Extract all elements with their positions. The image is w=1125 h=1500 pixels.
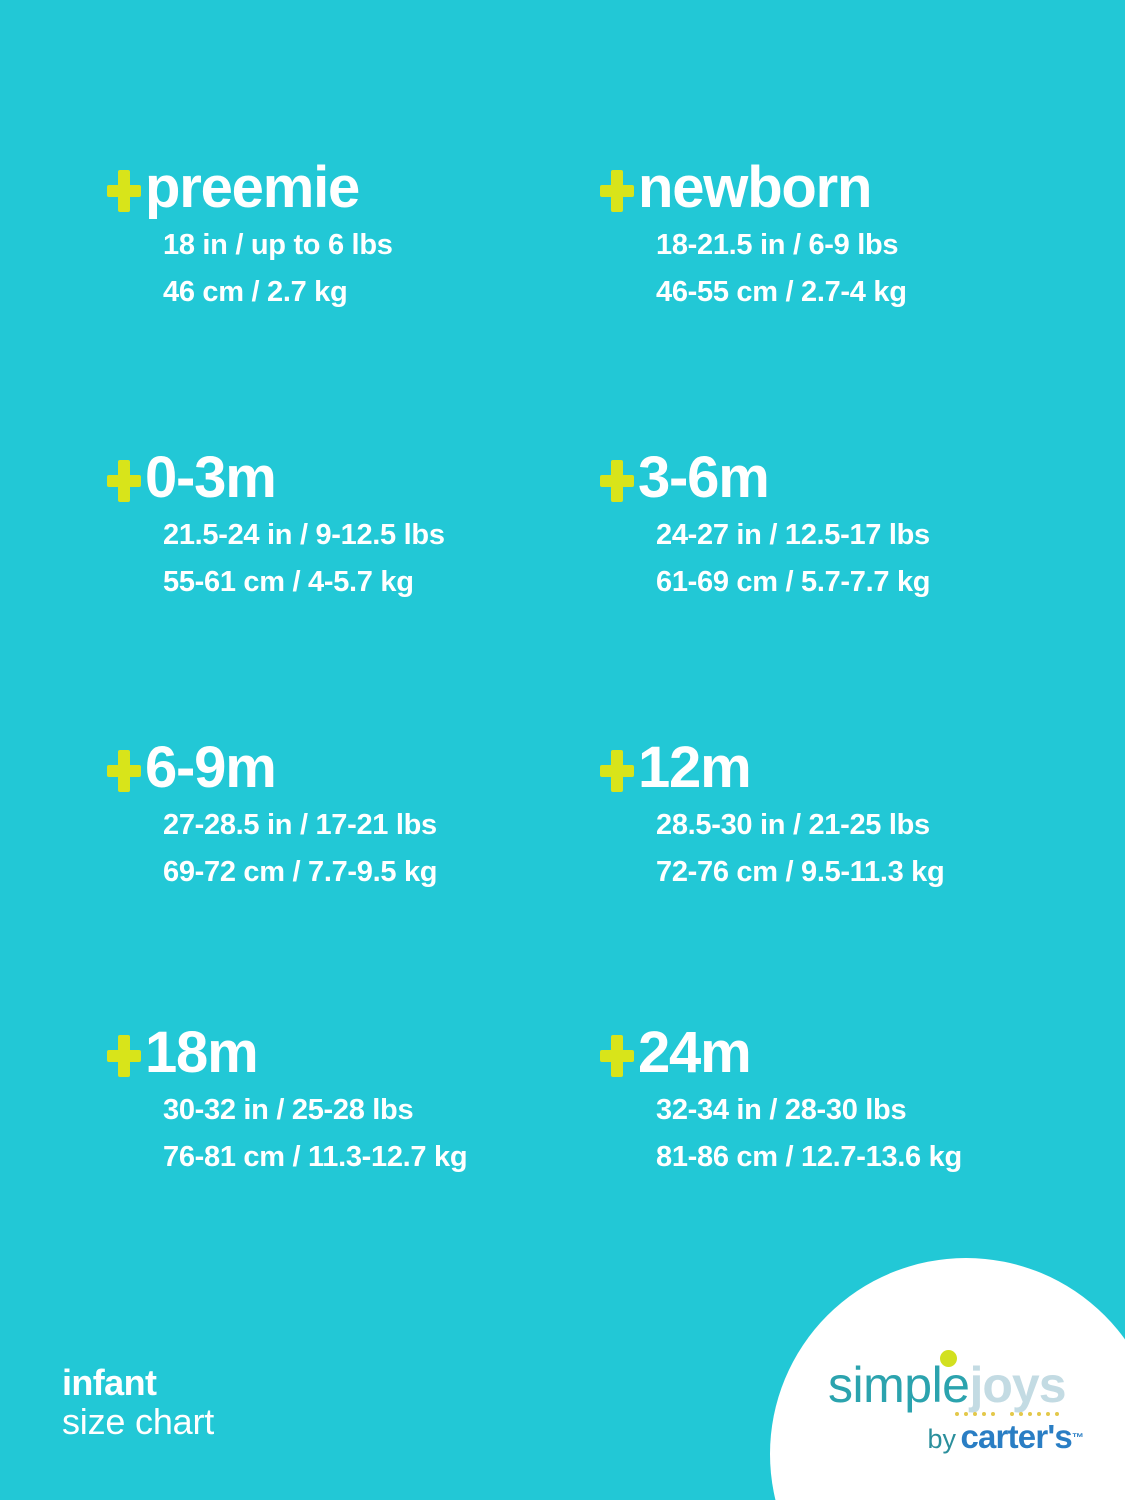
size-measurements: 21.5-24 in / 9-12.5 lbs 55-61 cm / 4-5.7… (105, 512, 598, 606)
size-name: preemie (145, 155, 360, 220)
size-measurements: 30-32 in / 25-28 lbs 76-81 cm / 11.3-12.… (105, 1087, 598, 1181)
size-name: 0-3m (145, 445, 277, 510)
size-heading: 18m (105, 1020, 598, 1085)
plus-icon (105, 748, 145, 792)
size-measurements: 32-34 in / 28-30 lbs 81-86 cm / 12.7-13.… (598, 1087, 1125, 1181)
size-heading: newborn (598, 155, 1125, 220)
size-name: 3-6m (638, 445, 770, 510)
size-heading: 3-6m (598, 445, 1125, 510)
chart-label: infant size chart (62, 1362, 215, 1443)
size-cell-preemie: preemie 18 in / up to 6 lbs 46 cm / 2.7 … (105, 155, 598, 450)
size-cell-12m: 12m 28.5-30 in / 21-25 lbs 72-76 cm / 9.… (598, 735, 1125, 1025)
size-imperial: 27-28.5 in / 17-21 lbs (163, 808, 437, 841)
size-measurements: 24-27 in / 12.5-17 lbs 61-69 cm / 5.7-7.… (598, 512, 1125, 606)
size-metric: 46 cm / 2.7 kg (163, 275, 348, 308)
size-heading: 0-3m (105, 445, 598, 510)
size-grid: preemie 18 in / up to 6 lbs 46 cm / 2.7 … (105, 155, 1125, 1173)
size-metric: 46-55 cm / 2.7-4 kg (656, 275, 907, 308)
logo-dotted-underline-right (1010, 1412, 1059, 1416)
plus-icon (105, 458, 145, 502)
logo-brand-text: carter's (960, 1418, 1072, 1455)
logo-by-text: by (927, 1424, 956, 1454)
size-imperial: 18-21.5 in / 6-9 lbs (656, 228, 899, 261)
size-measurements: 18 in / up to 6 lbs 46 cm / 2.7 kg (105, 222, 598, 316)
size-imperial: 30-32 in / 25-28 lbs (163, 1093, 414, 1126)
size-name: 24m (638, 1020, 752, 1085)
size-measurements: 27-28.5 in / 17-21 lbs 69-72 cm / 7.7-9.… (105, 802, 598, 896)
size-cell-18m: 18m 30-32 in / 25-28 lbs 76-81 cm / 11.3… (105, 1020, 598, 1310)
size-imperial: 24-27 in / 12.5-17 lbs (656, 518, 930, 551)
trademark-icon: ™ (1072, 1430, 1084, 1445)
chart-label-title: infant (62, 1362, 157, 1404)
size-metric: 81-86 cm / 12.7-13.6 kg (656, 1140, 962, 1173)
size-heading: 24m (598, 1020, 1125, 1085)
size-measurements: 18-21.5 in / 6-9 lbs 46-55 cm / 2.7-4 kg (598, 222, 1125, 316)
logo-dot-icon (940, 1350, 957, 1367)
size-measurements: 28.5-30 in / 21-25 lbs 72-76 cm / 9.5-11… (598, 802, 1125, 896)
plus-icon (105, 168, 145, 212)
logo-dotted-underline-left (955, 1412, 995, 1416)
size-cell-24m: 24m 32-34 in / 28-30 lbs 81-86 cm / 12.7… (598, 1020, 1125, 1310)
size-metric: 76-81 cm / 11.3-12.7 kg (163, 1140, 468, 1173)
size-cell-6-9m: 6-9m 27-28.5 in / 17-21 lbs 69-72 cm / 7… (105, 735, 598, 1025)
size-metric: 69-72 cm / 7.7-9.5 kg (163, 855, 438, 888)
size-name: 6-9m (145, 735, 277, 800)
plus-icon (598, 458, 638, 502)
logo-byline: by carter's™ (828, 1418, 1088, 1456)
size-cell-0-3m: 0-3m 21.5-24 in / 9-12.5 lbs 55-61 cm / … (105, 445, 598, 740)
logo-word-simple: simple (828, 1357, 970, 1413)
plus-icon (598, 1033, 638, 1077)
chart-label-subtitle: size chart (62, 1401, 215, 1443)
size-name: newborn (638, 155, 872, 220)
size-imperial: 28.5-30 in / 21-25 lbs (656, 808, 930, 841)
size-cell-3-6m: 3-6m 24-27 in / 12.5-17 lbs 61-69 cm / 5… (598, 445, 1125, 740)
size-imperial: 21.5-24 in / 9-12.5 lbs (163, 518, 445, 551)
size-heading: 12m (598, 735, 1125, 800)
plus-icon (598, 168, 638, 212)
size-imperial: 18 in / up to 6 lbs (163, 228, 393, 261)
size-cell-newborn: newborn 18-21.5 in / 6-9 lbs 46-55 cm / … (598, 155, 1125, 450)
size-imperial: 32-34 in / 28-30 lbs (656, 1093, 907, 1126)
logo-wordmark: simplejoys (828, 1350, 1088, 1416)
logo-word-joys: joys (969, 1357, 1066, 1413)
brand-logo: simplejoys by carter's™ (828, 1350, 1088, 1480)
size-metric: 72-76 cm / 9.5-11.3 kg (656, 855, 945, 888)
size-metric: 55-61 cm / 4-5.7 kg (163, 565, 414, 598)
size-name: 18m (145, 1020, 259, 1085)
size-heading: preemie (105, 155, 598, 220)
size-heading: 6-9m (105, 735, 598, 800)
plus-icon (105, 1033, 145, 1077)
size-metric: 61-69 cm / 5.7-7.7 kg (656, 565, 931, 598)
plus-icon (598, 748, 638, 792)
size-name: 12m (638, 735, 752, 800)
